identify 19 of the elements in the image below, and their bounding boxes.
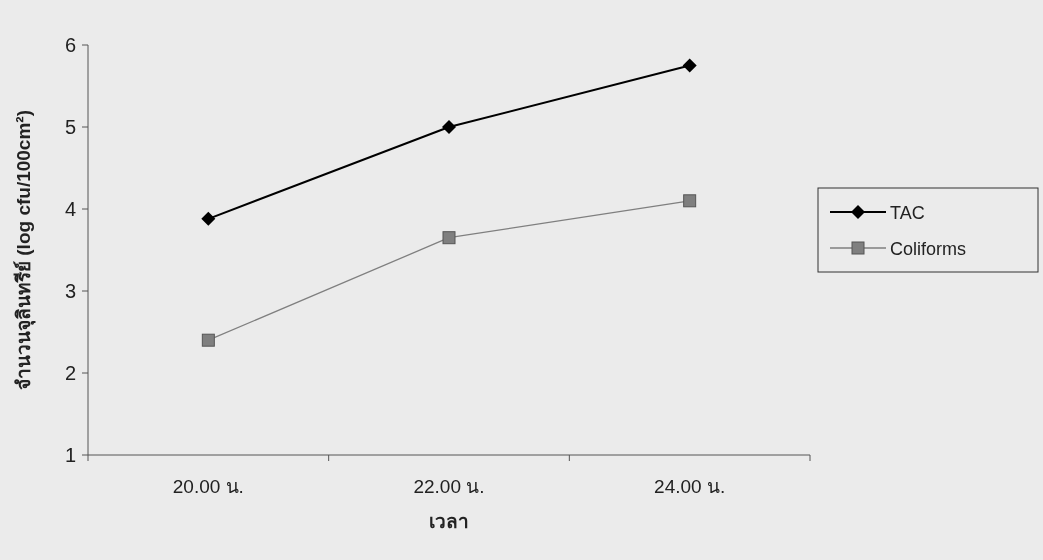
y-tick-label: 4 [64, 198, 76, 220]
legend-label: Coliforms [890, 239, 967, 259]
x-tick-label: 20.00 น. [172, 476, 244, 497]
point [442, 231, 456, 245]
y-tick-label: 5 [64, 116, 76, 138]
legend-label: TAC [890, 203, 925, 223]
y-tick-label: 6 [64, 34, 76, 56]
y-tick-label: 1 [64, 444, 76, 466]
point [201, 211, 216, 226]
y-tick-label: 2 [64, 362, 76, 384]
point [201, 333, 215, 347]
point [683, 194, 697, 208]
y-axis-title: จำนวนจุลินทรีย์ (log cfu/100cm²) [13, 110, 36, 390]
point [442, 120, 456, 134]
x-tick-label: 22.00 น. [413, 476, 485, 497]
x-axis-title: เวลา [429, 511, 469, 532]
x-tick-label: 24.00 น. [654, 476, 726, 497]
point [682, 58, 697, 73]
y-tick-label: 3 [64, 280, 76, 302]
